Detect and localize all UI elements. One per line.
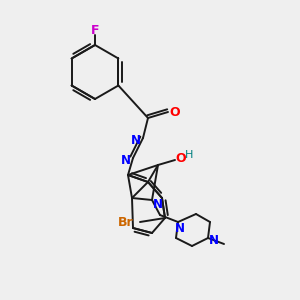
Text: N: N (121, 154, 131, 167)
Text: H: H (185, 150, 193, 160)
Text: N: N (131, 134, 141, 148)
Text: N: N (175, 221, 185, 235)
Text: O: O (176, 152, 186, 166)
Text: N: N (209, 233, 219, 247)
Text: Br: Br (118, 217, 134, 230)
Text: F: F (91, 23, 99, 37)
Text: N: N (153, 197, 163, 211)
Text: O: O (170, 106, 180, 118)
